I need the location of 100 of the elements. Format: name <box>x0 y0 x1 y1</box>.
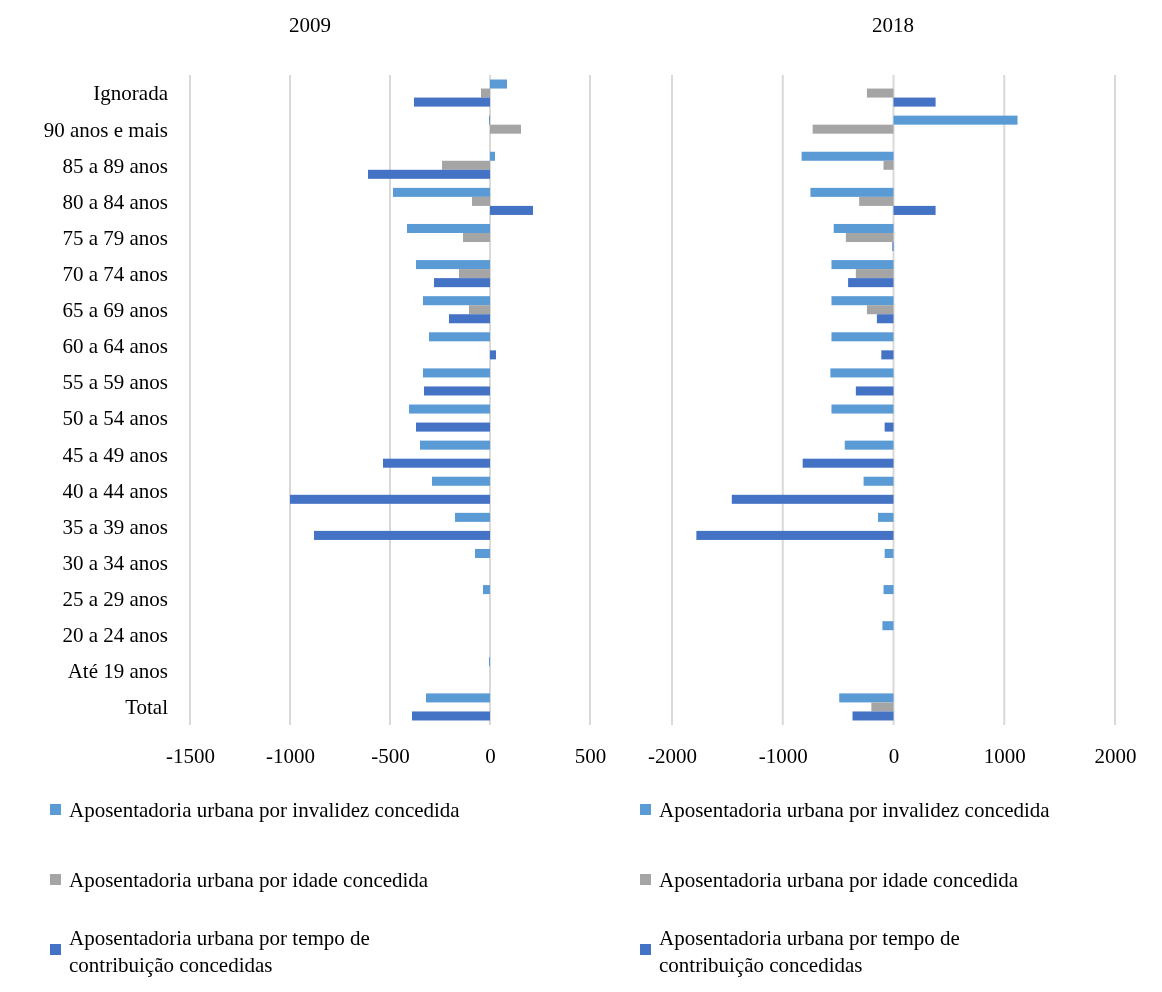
bar <box>845 232 894 243</box>
bar <box>884 422 894 432</box>
bar <box>424 386 490 396</box>
legend-label: Aposentadoria urbana por tempo de contribuição concedidas <box>69 926 370 977</box>
bar <box>472 196 490 206</box>
y-tick-label: 75 a 79 anos <box>62 225 168 250</box>
bar <box>314 530 490 540</box>
y-tick-label: 25 a 29 anos <box>62 586 168 611</box>
legend-label: Aposentadoria urbana por tempo de contribuição concedidas <box>659 926 960 977</box>
x-tick-label: 2000 <box>1094 743 1137 768</box>
y-tick-label: 40 a 44 anos <box>62 478 168 503</box>
legend-label: Aposentadoria urbana por invalidez concedida <box>69 798 461 823</box>
y-tick-label: 55 a 59 anos <box>62 370 168 395</box>
bar <box>459 269 490 279</box>
bar <box>481 88 490 98</box>
x-tick-label: -1500 <box>166 743 215 768</box>
y-tick-label: Total <box>125 695 169 720</box>
y-tick-label: 50 a 54 anos <box>62 406 168 431</box>
bar <box>416 422 490 432</box>
bar <box>449 314 490 324</box>
bar <box>490 79 507 89</box>
x-tick-label: -1000 <box>266 743 315 768</box>
bar <box>893 205 936 215</box>
bar <box>368 169 490 179</box>
chart-title: 2018 <box>872 13 914 37</box>
bar <box>830 368 894 378</box>
y-tick-label: 45 a 49 anos <box>62 442 168 467</box>
bar <box>859 196 894 206</box>
y-tick-label: 80 a 84 anos <box>62 189 168 214</box>
bar <box>866 88 894 98</box>
bar <box>863 476 894 486</box>
bar <box>831 260 894 270</box>
bar <box>810 187 894 197</box>
bar <box>831 296 894 306</box>
legend-label: Aposentadoria urbana por idade concedida <box>659 868 1019 893</box>
y-tick-label: 30 a 34 anos <box>62 550 168 575</box>
bar <box>455 512 490 522</box>
bar <box>463 232 490 243</box>
bar <box>490 350 496 360</box>
bar <box>429 332 490 342</box>
bar <box>434 278 490 288</box>
bar <box>442 160 490 170</box>
bar <box>882 621 894 631</box>
bar <box>475 548 490 558</box>
y-tick-label: 60 a 64 anos <box>62 334 168 359</box>
x-tick-label: 0 <box>888 743 900 768</box>
y-tick-label: Até 19 anos <box>67 659 168 684</box>
bar <box>802 458 894 468</box>
bar <box>490 205 533 215</box>
bar <box>383 458 490 468</box>
x-tick-label: 500 <box>574 743 607 768</box>
bar <box>839 693 894 703</box>
y-tick-label: 65 a 69 anos <box>62 298 168 323</box>
bar <box>414 97 490 107</box>
legend-label: Aposentadoria urbana por invalidez concedida <box>659 798 1051 823</box>
y-tick-label: 20 a 24 anos <box>62 623 168 648</box>
bar <box>884 548 894 558</box>
bar <box>423 296 490 306</box>
chart-title: 2009 <box>289 13 331 37</box>
bar <box>855 269 894 279</box>
bar <box>812 124 894 134</box>
y-tick-label: 70 a 74 anos <box>62 261 168 286</box>
bar <box>883 160 894 170</box>
bar <box>412 711 490 721</box>
bar <box>407 223 490 233</box>
bar <box>290 494 490 504</box>
x-tick-label: -1000 <box>758 743 808 768</box>
bar <box>871 702 894 712</box>
bar <box>883 585 894 595</box>
y-tick-label: 85 a 89 anos <box>62 153 168 178</box>
bar <box>696 530 894 540</box>
bar <box>893 115 1018 125</box>
y-tick-label: 90 anos e mais <box>43 117 168 142</box>
bar <box>731 494 894 504</box>
bar <box>866 305 894 315</box>
y-tick-label: 35 a 39 anos <box>62 514 168 539</box>
bar <box>432 476 490 486</box>
x-tick-label: 0 <box>485 743 496 768</box>
x-tick-label: 1000 <box>983 743 1026 768</box>
bar <box>844 440 894 450</box>
bar <box>831 332 894 342</box>
x-tick-label: -2000 <box>648 743 697 768</box>
y-tick-label: Ignorada <box>93 81 169 106</box>
bar <box>409 404 490 414</box>
bar <box>416 260 490 270</box>
bar <box>423 368 490 378</box>
bar <box>426 693 490 703</box>
bar <box>483 585 490 595</box>
bar <box>893 97 936 107</box>
x-tick-label: -500 <box>371 743 410 768</box>
bar <box>490 124 521 134</box>
legend-label: Aposentadoria urbana por idade concedida <box>69 868 429 893</box>
bar <box>831 404 894 414</box>
bar <box>848 278 894 288</box>
bar <box>469 305 490 315</box>
bar <box>881 350 894 360</box>
bar <box>833 223 894 233</box>
bar <box>801 151 894 161</box>
bar <box>878 512 894 522</box>
bar <box>855 386 894 396</box>
